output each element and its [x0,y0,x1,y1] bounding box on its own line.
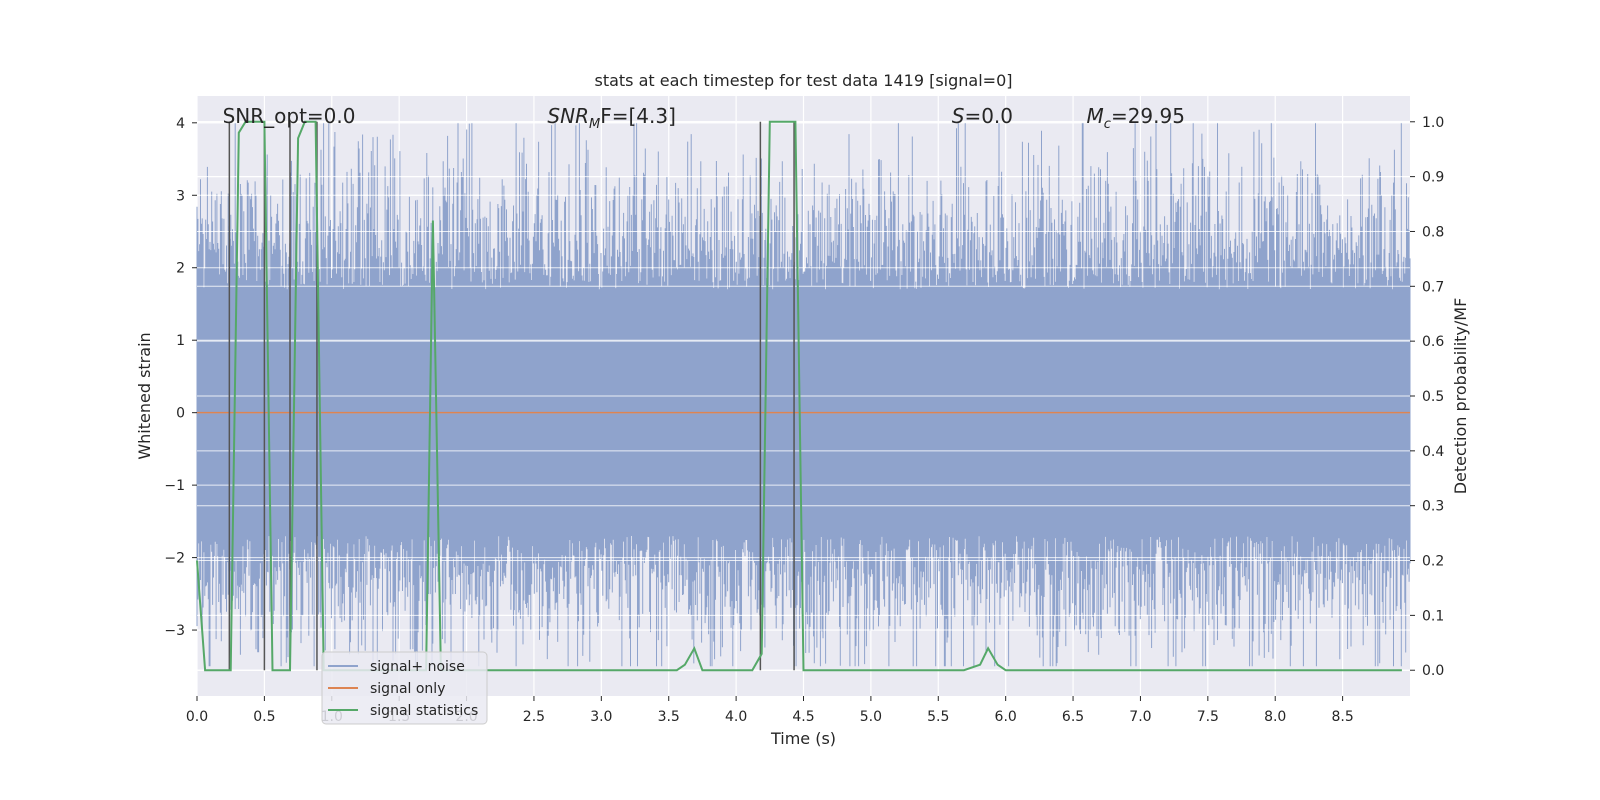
x-tick-label: 3.5 [658,709,680,725]
y2-tick-label: 0.5 [1422,389,1444,405]
x-tick-label: 3.0 [590,709,612,725]
x-tick-label: 8.0 [1264,709,1286,725]
legend: signal+ noise signal only signal statist… [321,651,488,725]
x-tick-label: 5.5 [927,709,949,725]
legend-label-signal-noise: signal+ noise [370,659,465,675]
annotation-snr-mf-rest: F=[4.3] [600,104,676,128]
y2-tick-label: 1.0 [1422,115,1444,131]
x-axis-label: Time (s) [770,729,836,748]
x-tick-label: 6.0 [995,709,1017,725]
y-tick-label: 4 [176,116,185,132]
legend-box [321,651,488,725]
x-tick-label: 7.5 [1197,709,1219,725]
y2-tick-label: 0.7 [1422,279,1444,295]
y-tick-label: 0 [176,406,185,422]
x-tick-label: 0.0 [186,709,208,725]
annotation-s-main: S [952,104,965,128]
y-tick-label: −2 [164,551,185,567]
signal-statistics-series [196,120,1402,672]
y2-tick-label: 0.1 [1422,608,1444,624]
legend-label-signal-statistics: signal statistics [370,703,478,719]
y-tick-label: −3 [164,623,185,639]
annotation-mc-sub: c [1104,117,1111,132]
y2-tick-label: 0.2 [1422,554,1444,570]
legend-label-signal-only: signal only [370,681,445,697]
y-tick-label: −1 [164,478,185,494]
y-tick-label: 3 [176,188,185,204]
noise-trace [196,122,1411,667]
y2-tick-label: 0.8 [1422,224,1444,240]
annotation-mc-rest: =29.95 [1111,104,1185,128]
x-tick-label: 0.5 [253,709,275,725]
x-tick-label: 6.5 [1062,709,1084,725]
y-axis-label: Whitened strain [135,332,154,459]
annotation-snr-mf: SNRMF=[4.3] [547,104,675,132]
y2-tick-label: 0.9 [1422,170,1444,186]
annotation-s-value: S=0.0 [952,104,1013,128]
x-tick-label: 7.0 [1129,709,1151,725]
annotation-chirp-mass: Mc=29.95 [1087,104,1185,132]
y2-tick-label: 0.0 [1422,663,1444,679]
x-tick-label: 4.0 [725,709,747,725]
y2-axis-label: Detection probability/MF [1451,298,1470,495]
y2-tick-label: 0.6 [1422,334,1444,350]
x-tick-label: 5.0 [860,709,882,725]
y2-tick-label: 0.3 [1422,499,1444,515]
signal-statistics-line [196,120,1402,672]
y-tick-label: 2 [176,261,185,277]
annotation-s-rest: =0.0 [964,104,1013,128]
chart-title: stats at each timestep for test data 141… [594,71,1012,90]
annotation-snr-mf-main: SNR [547,104,589,128]
x-tick-label: 8.5 [1331,709,1353,725]
y-tick-label: 1 [176,333,185,349]
y2-tick-label: 0.4 [1422,444,1444,460]
x-tick-label: 2.5 [523,709,545,725]
annotation-mc-main: M [1087,104,1104,128]
annotation-snr-mf-sub: M [589,117,600,132]
annotation-snr-opt: SNR_opt=0.0 [223,104,356,128]
x-tick-label: 4.5 [792,709,814,725]
